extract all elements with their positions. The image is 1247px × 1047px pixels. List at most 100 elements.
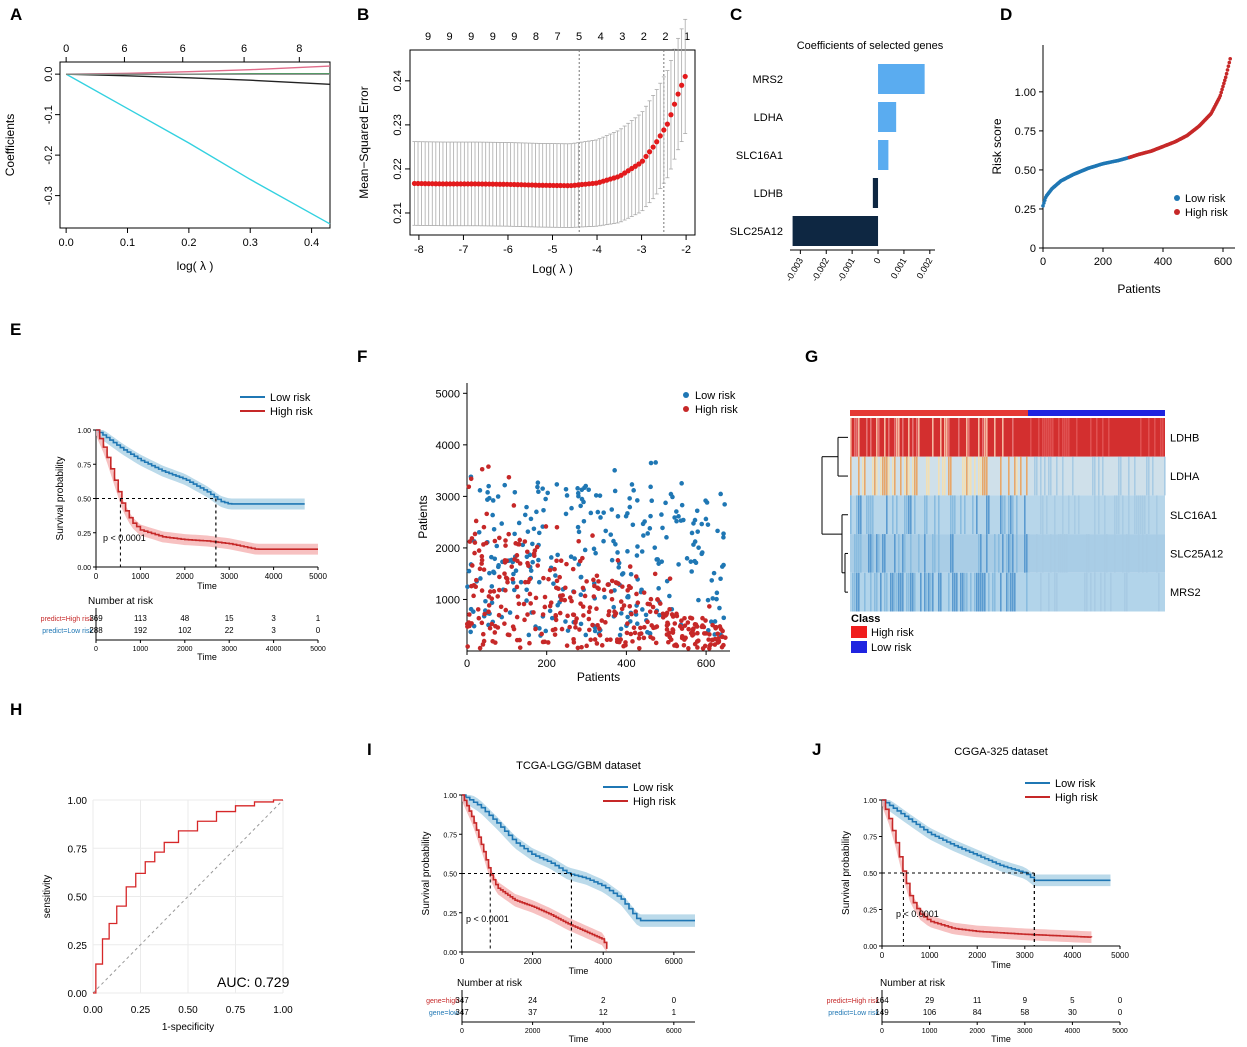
survival-point-high [484,540,489,546]
survival-point-high [594,573,600,579]
survival-point-low [676,562,681,567]
heatmap-cell [860,534,862,573]
survival-point-low [611,538,616,544]
heatmap-cell [860,495,862,535]
heatmap-cell [1104,534,1106,573]
y-tick-label: 0.00 [68,989,88,1000]
heatmap-cell [854,572,856,612]
survival-point-high [615,558,621,563]
survival-point-high [502,571,507,576]
survival-point-high [543,524,549,529]
survival-point-high [553,617,559,623]
risk-x-label: Time [569,1034,589,1044]
heatmap-cell [938,495,940,535]
survival-point-low [718,576,723,582]
heatmap-cell [908,572,910,612]
confidence-band [882,800,1111,887]
heatmap-cell [926,572,928,612]
mse-point [636,161,642,167]
survival-point-low [522,512,528,518]
heatmap-cell [974,456,976,496]
survival-point-low [553,573,558,578]
legend-low-marker [1174,195,1180,201]
survival-point-high [682,615,687,621]
heatmap-cell [1008,456,1010,496]
heatmap-cell [986,456,988,496]
heatmap-cell [1000,495,1002,535]
mse-point [671,101,678,107]
survival-point-low [674,509,679,514]
heatmap-cell [984,418,986,457]
heatmap-cell [942,456,944,496]
survival-point-high [701,624,707,630]
survival-point-low [694,508,700,514]
survival-point-high [506,474,512,480]
mse-point [657,133,663,139]
survival-point-high [479,557,485,563]
x-axis-label: Time [569,966,589,976]
heatmap-cell [962,456,964,496]
heatmap-cell [1092,456,1094,496]
top-label: 0 [63,43,69,55]
y-tick-label: -0.3 [43,186,55,205]
y-axis-label: sensitivity [42,875,53,918]
heatmap-row-LDHA [850,456,1165,496]
risk-table-title: Number at risk [457,978,523,989]
survival-point-high [567,595,573,600]
survival-point-high [510,576,515,582]
risk-tick-label: 2000 [969,1028,985,1035]
survival-point-high [604,637,610,643]
survival-point-high [559,626,565,632]
x-tick-label: -8 [414,244,424,256]
legend-high-label: High risk [633,796,676,808]
survival-point-high [605,582,611,587]
heatmap-cell [910,534,912,573]
x-tick-label: 0.00 [83,1005,103,1016]
survival-point-low [568,554,574,559]
x-axis-label: Time [197,581,217,591]
survival-point-high [667,607,672,612]
survival-point-high [558,593,563,599]
panel-letter-A: A [10,5,22,24]
risk-point [1223,75,1228,80]
survival-point-low [499,521,505,526]
survival-point-high [599,618,605,623]
lasso-path-cyan [65,73,331,225]
heatmap-cell [940,572,942,612]
survival-point-high [479,588,485,593]
heatmap-cell [856,418,858,457]
heatmap-cell [876,572,878,612]
survival-point-high [657,601,663,606]
survival-point-low [635,544,640,549]
heatmap-cell [928,456,930,496]
survival-point-high [557,610,563,616]
survival-point-high [503,588,508,593]
bar-MRS2 [878,64,925,94]
top-label: 2 [662,31,668,43]
survival-point-high [547,603,553,609]
survival-point-low [496,563,501,568]
x-tick-label: 3000 [220,572,238,581]
heatmap-cell [970,572,972,612]
heatmap-cell [914,572,916,612]
survival-point-low [615,514,621,519]
survival-curve [462,794,608,949]
survival-point-low [545,490,550,496]
panel-G: LDHB LDHA SLC16A1 SLC25A12 MRS2 Class High ris… [821,410,1223,654]
survival-point-high [516,601,522,607]
legend-high-label: High risk [1185,207,1228,219]
heatmap-cell [1134,456,1136,496]
risk-row-label: gene=low [429,1010,460,1017]
survival-point-high [573,625,578,630]
panel-J: 0 1000 2000 3000 4000 50000.000.250.500.751.0… [827,746,1130,1044]
survival-point-high [677,623,683,629]
heatmap-cell [880,456,882,496]
survival-point-high [506,531,512,537]
survival-point-high [630,639,635,644]
survival-point-high [498,604,504,610]
heatmap-cell [924,495,926,535]
risk-tick-label: 0 [880,1028,884,1035]
survival-point-low [588,510,594,516]
risk-point [1225,68,1230,72]
survival-point-low [712,619,718,624]
